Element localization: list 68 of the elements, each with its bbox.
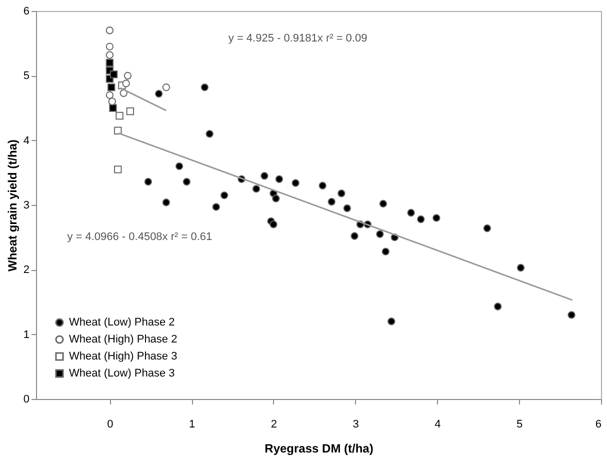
- point: [116, 112, 124, 120]
- point: [260, 172, 268, 180]
- annotation: y = 4.0966 - 0.4508x r² = 0.61: [67, 231, 212, 244]
- x-tick-label: 5: [516, 418, 523, 430]
- y-tick-label: 5: [23, 70, 30, 82]
- annotation: y = 4.925 - 0.9181x r² = 0.09: [228, 32, 368, 44]
- x-axis-title: Ryegrass DM (t/ha): [264, 442, 374, 456]
- point: [212, 203, 220, 211]
- point: [252, 184, 260, 193]
- point: [162, 198, 170, 206]
- point: [292, 179, 300, 187]
- legend-label: Wheat (Low) Phase 3: [69, 368, 175, 380]
- point: [220, 191, 228, 200]
- point: [106, 51, 114, 59]
- x-tick-label: 2: [270, 418, 278, 430]
- point: [106, 91, 114, 99]
- point: [382, 248, 390, 256]
- point: [175, 162, 184, 170]
- point: [318, 182, 326, 190]
- point: [106, 42, 114, 50]
- point: [407, 208, 415, 217]
- point: [494, 302, 502, 310]
- x-tick-label: 0: [107, 418, 114, 430]
- legend-label: Wheat (High) Phase 3: [69, 350, 178, 362]
- point: [122, 80, 130, 88]
- point: [144, 178, 152, 186]
- point: [483, 224, 492, 232]
- point: [388, 318, 396, 326]
- x-tick-label: 3: [352, 418, 359, 430]
- point: [182, 178, 191, 186]
- point: [379, 200, 388, 208]
- legend-label: Wheat (High) Phase 2: [69, 334, 178, 346]
- point: [270, 220, 278, 228]
- point: [350, 232, 358, 240]
- point: [110, 70, 118, 78]
- x-tick-label: 6: [595, 418, 602, 430]
- point: [154, 90, 163, 98]
- point: [124, 72, 132, 80]
- y-tick-label: 3: [23, 200, 30, 212]
- y-tick-label: 0: [23, 394, 30, 406]
- point: [343, 204, 352, 212]
- x-tick-label: 4: [434, 418, 441, 430]
- point: [328, 198, 336, 206]
- legend-label: Wheat (Low) Phase 2: [69, 316, 175, 328]
- point: [206, 130, 214, 138]
- point: [162, 83, 170, 92]
- y-tick-label: 2: [23, 264, 30, 276]
- y-tick-label: 1: [23, 328, 30, 341]
- point: [126, 107, 134, 116]
- point: [200, 83, 209, 92]
- point: [432, 214, 440, 222]
- y-tick-label: 4: [23, 134, 30, 147]
- x-tick-label: 1: [189, 418, 196, 430]
- point: [338, 190, 346, 198]
- point: [275, 175, 284, 183]
- point: [106, 26, 114, 34]
- point: [417, 215, 425, 224]
- point: [107, 83, 116, 92]
- point: [272, 194, 280, 202]
- point: [376, 230, 384, 238]
- y-tick-label: 6: [23, 6, 30, 18]
- point: [109, 104, 117, 112]
- point: [516, 264, 525, 272]
- y-axis-title: Wheat grain yield (t/ha): [5, 139, 20, 272]
- point: [108, 98, 116, 106]
- point: [106, 58, 114, 67]
- point: [114, 166, 122, 174]
- point: [568, 311, 576, 319]
